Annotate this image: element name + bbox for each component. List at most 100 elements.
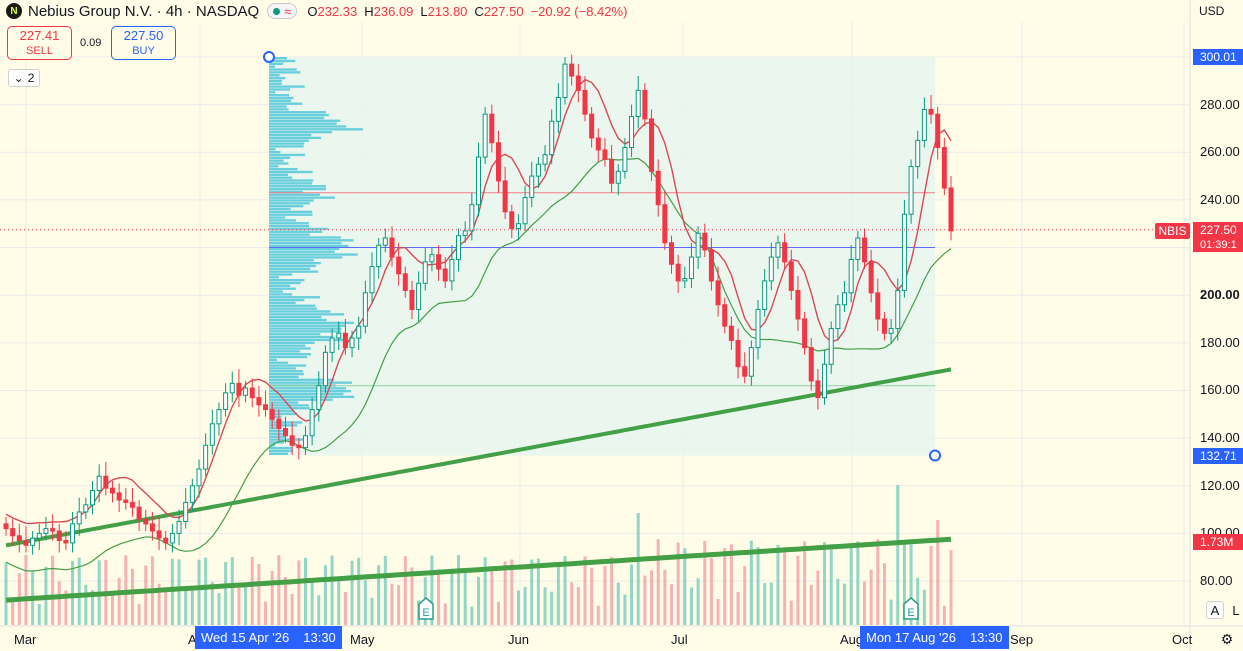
volume-bar bbox=[323, 565, 327, 625]
volume-bar bbox=[277, 555, 281, 625]
volume-bar bbox=[736, 591, 740, 625]
candle-body bbox=[322, 351, 328, 387]
candle-body bbox=[16, 535, 22, 542]
volume-profile-bar bbox=[269, 321, 354, 325]
volume-profile-bar bbox=[269, 108, 289, 111]
change-value: −20.92 (−8.42%) bbox=[530, 3, 628, 19]
candle-body bbox=[156, 530, 162, 539]
volume-bar bbox=[57, 581, 61, 625]
volume-profile-bar bbox=[269, 74, 280, 77]
candle-body bbox=[56, 530, 62, 542]
candle-body bbox=[396, 256, 402, 275]
indicator-count: 2 bbox=[27, 71, 35, 85]
volume-profile-bar bbox=[269, 79, 282, 83]
candle-body bbox=[356, 325, 362, 339]
candle-body bbox=[569, 63, 575, 77]
volume-bar bbox=[157, 583, 161, 625]
volume-profile-bar bbox=[269, 170, 313, 174]
earnings-marker-label: E bbox=[422, 607, 429, 619]
volume-bar bbox=[936, 520, 940, 625]
candle-body bbox=[642, 89, 648, 120]
volume-bar bbox=[656, 539, 660, 625]
candle-body bbox=[63, 540, 69, 544]
volume-bar bbox=[776, 545, 780, 625]
volume-bar bbox=[184, 587, 188, 625]
candle-body bbox=[90, 490, 96, 506]
volume-bar bbox=[370, 597, 374, 625]
volume-bar bbox=[556, 561, 560, 625]
symbol-title[interactable]: Nebius Group N.V. · 4h · NASDAQ bbox=[28, 2, 260, 20]
volume-bar bbox=[876, 539, 880, 625]
volume-bar bbox=[803, 541, 807, 625]
candle-body bbox=[482, 113, 488, 158]
volume-profile-bar bbox=[269, 88, 291, 91]
volume-bar bbox=[896, 485, 900, 625]
volume-bar bbox=[496, 601, 500, 625]
volume-profile-bar bbox=[269, 159, 284, 162]
log-scale-button[interactable]: L bbox=[1232, 602, 1240, 618]
candle-body bbox=[808, 347, 814, 382]
volume-profile-bar bbox=[269, 207, 291, 211]
volume-bar bbox=[11, 599, 15, 625]
volume-bar bbox=[357, 557, 361, 625]
volume-profile-bar bbox=[269, 204, 304, 208]
candle-body bbox=[822, 363, 828, 399]
auto-scale-button[interactable]: A bbox=[1206, 601, 1224, 619]
low-label: L bbox=[420, 3, 428, 19]
volume-bar bbox=[643, 575, 647, 625]
volume-profile-bar bbox=[269, 85, 305, 88]
candle-body bbox=[529, 175, 535, 199]
nebius-logo: N bbox=[6, 3, 22, 19]
candle-body bbox=[243, 387, 249, 396]
candle-body bbox=[223, 392, 229, 411]
volume-bar bbox=[350, 560, 354, 625]
volume-bar bbox=[630, 564, 634, 625]
candle-body bbox=[555, 96, 561, 122]
candle-body bbox=[43, 528, 49, 534]
candle-body bbox=[3, 523, 9, 530]
earnings-marker-label: E bbox=[907, 607, 914, 619]
volume-bar bbox=[190, 588, 194, 625]
volume-profile-bar bbox=[269, 446, 293, 450]
settings-gear-icon[interactable]: ⚙ bbox=[1220, 630, 1234, 647]
volume-bar bbox=[303, 557, 307, 625]
volume-profile-bar bbox=[269, 395, 355, 399]
candle-body bbox=[70, 523, 76, 544]
candle-body bbox=[369, 266, 375, 294]
volume-bar bbox=[949, 550, 953, 625]
volume-bar bbox=[616, 582, 620, 625]
candle-body bbox=[309, 409, 315, 437]
volume-profile-bar bbox=[269, 409, 295, 413]
volume-bar bbox=[942, 605, 946, 625]
candle-body bbox=[149, 523, 155, 532]
volume-bar bbox=[689, 587, 693, 625]
cursor-date-start-day: Wed 15 Apr '26 bbox=[201, 630, 290, 645]
candle-body bbox=[782, 242, 788, 263]
candle-body bbox=[589, 113, 595, 139]
indicators-collapse-button[interactable]: ⌄ 2 bbox=[8, 69, 40, 87]
volume-bar bbox=[130, 568, 134, 625]
volume-bar bbox=[723, 548, 727, 625]
volume-bar bbox=[403, 556, 407, 625]
volume-profile-bar bbox=[269, 370, 304, 373]
volume-bar bbox=[250, 556, 254, 625]
volume-profile-bar bbox=[269, 279, 305, 282]
volume-bar bbox=[71, 560, 75, 625]
volume-profile-bar bbox=[269, 432, 283, 436]
volume-profile-bar bbox=[269, 264, 316, 268]
volume-bar bbox=[264, 601, 268, 625]
candle-body bbox=[941, 147, 947, 189]
candle-body bbox=[389, 237, 395, 258]
volume-bar bbox=[523, 586, 527, 625]
candle-body bbox=[888, 328, 894, 334]
currency-selector[interactable]: USD bbox=[1199, 4, 1225, 18]
sell-button[interactable]: 227.41 SELL bbox=[7, 26, 72, 60]
volume-bar bbox=[922, 589, 926, 625]
candle-body bbox=[469, 204, 475, 232]
candle-body bbox=[622, 147, 628, 172]
market-status[interactable]: ≈ bbox=[267, 3, 298, 19]
buy-button[interactable]: 227.50 BUY bbox=[111, 26, 176, 60]
volume-bar bbox=[237, 587, 241, 625]
